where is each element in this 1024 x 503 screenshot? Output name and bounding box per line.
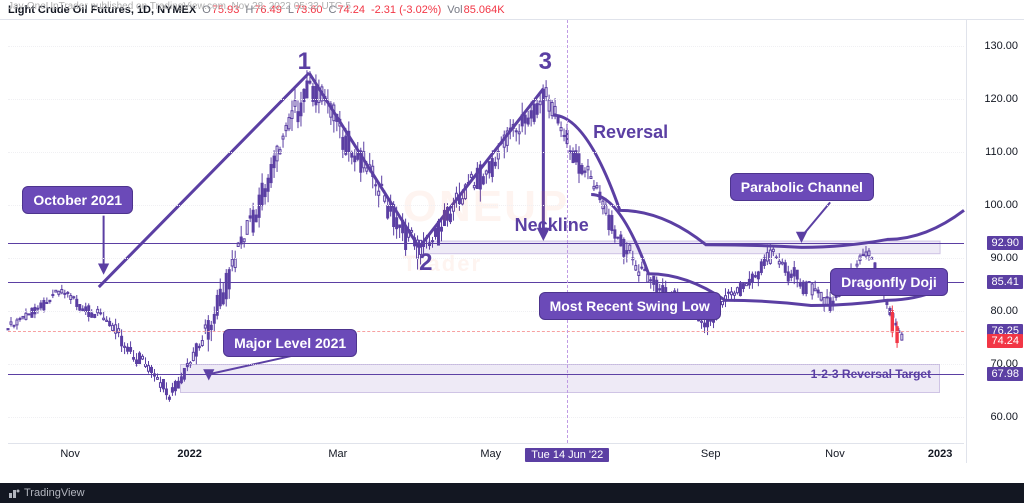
footer-bar: TradingView (0, 483, 1024, 503)
volume-value: 85.064K (447, 4, 504, 16)
callout: Dragonfly Doji (830, 268, 948, 296)
plot-region[interactable]: ONEUPTrader Nov2022MarMaySepNov2023Tue 1… (8, 20, 964, 463)
x-axis: Nov2022MarMaySepNov2023Tue 14 Jun '22 (8, 443, 964, 463)
footer-brand: TradingView (24, 487, 85, 499)
callout: October 2021 (22, 186, 133, 214)
price-chart-svg (8, 20, 964, 463)
chart-area[interactable]: ONEUPTrader Nov2022MarMaySepNov2023Tue 1… (0, 20, 1024, 463)
publish-info: Jay-OneUpTrader published on TradingView… (8, 1, 351, 12)
tradingview-logo-icon (8, 487, 20, 499)
callout: Most Recent Swing Low (539, 292, 721, 320)
ohlc-change: -2.31 (-3.02%) (371, 4, 441, 16)
y-axis: 60.0070.0080.0090.00100.00110.00120.0013… (966, 20, 1024, 463)
callout: Major Level 2021 (223, 329, 357, 357)
callout: Parabolic Channel (730, 173, 874, 201)
